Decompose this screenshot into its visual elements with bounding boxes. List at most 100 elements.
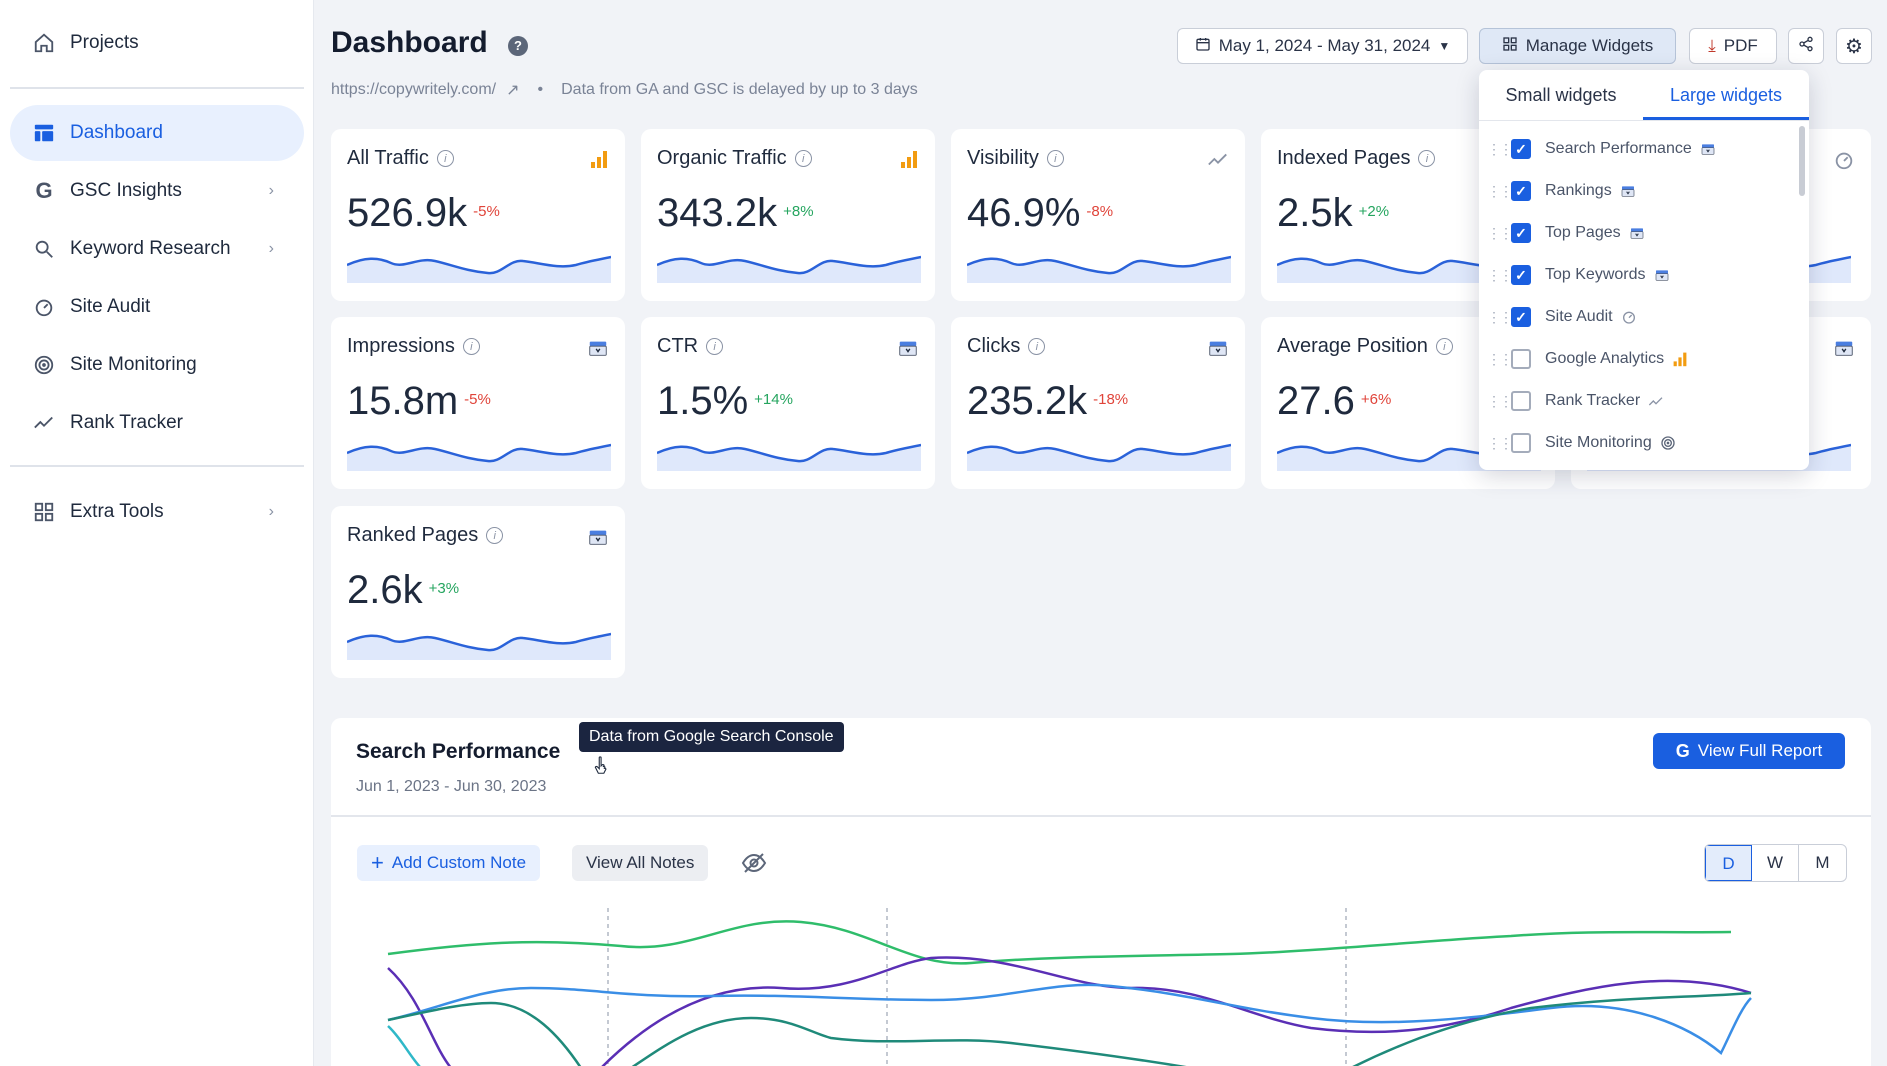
widget-delta: -5% bbox=[473, 203, 500, 220]
sidebar-item-rank-tracker[interactable]: Rank Tracker bbox=[10, 395, 304, 451]
gear-icon: ⚙ bbox=[1845, 35, 1863, 58]
sidebar-item-gsc-insights[interactable]: G GSC Insights › bbox=[10, 163, 304, 219]
widget-option[interactable]: ⋮⋮ Site Monitoring bbox=[1487, 422, 1676, 464]
info-icon[interactable]: i bbox=[706, 338, 724, 355]
sidebar-item-site-audit[interactable]: Site Audit bbox=[10, 279, 304, 335]
sidebar-item-extra-tools[interactable]: Extra Tools › bbox=[10, 484, 304, 540]
tab-divider bbox=[1479, 120, 1809, 121]
search-performance-panel: Search Performance Jun 1, 2023 - Jun 30,… bbox=[331, 718, 1871, 1066]
widget-option[interactable]: ⋮⋮ Rank Tracker bbox=[1487, 380, 1664, 422]
pdf-label: PDF bbox=[1723, 36, 1758, 55]
granularity-month[interactable]: M bbox=[1815, 853, 1830, 872]
info-icon[interactable]: i bbox=[436, 150, 454, 167]
sidebar-item-label: Dashboard bbox=[70, 122, 163, 143]
monitoring-icon bbox=[32, 353, 56, 377]
widget-option[interactable]: ⋮⋮ Google Analytics bbox=[1487, 338, 1688, 380]
scrollbar[interactable] bbox=[1799, 126, 1805, 196]
widget-checkbox[interactable]: ✓ bbox=[1511, 139, 1531, 159]
widget-option[interactable]: ⋮⋮ ✓ Rankings bbox=[1487, 170, 1636, 212]
sidebar-item-label: GSC Insights bbox=[70, 180, 182, 201]
drag-handle-icon[interactable]: ⋮⋮ bbox=[1487, 266, 1513, 283]
widget-checkbox[interactable] bbox=[1511, 349, 1531, 369]
widget-option[interactable]: ⋮⋮ ✓ Site Audit bbox=[1487, 296, 1637, 338]
search-console-icon bbox=[1620, 183, 1636, 199]
widget-title-text: Indexed Pages bbox=[1277, 147, 1411, 169]
widget-card[interactable]: Impressions i 15.8m -5% bbox=[331, 317, 625, 489]
widget-value-text: 2.6k bbox=[347, 568, 423, 612]
drag-handle-icon[interactable]: ⋮⋮ bbox=[1487, 392, 1513, 409]
widget-delta: +8% bbox=[783, 203, 814, 220]
sidebar-item-label: Rank Tracker bbox=[70, 412, 183, 433]
manage-widgets-button[interactable]: Manage Widgets bbox=[1479, 28, 1676, 64]
view-all-notes-button[interactable]: View All Notes bbox=[572, 845, 709, 881]
granularity-week[interactable]: W bbox=[1752, 845, 1799, 881]
site-url-link[interactable]: https://copywritely.com/ bbox=[331, 81, 497, 98]
widget-option-label: Site Audit bbox=[1545, 308, 1613, 325]
widget-card[interactable]: CTR i 1.5% +14% bbox=[641, 317, 935, 489]
drag-handle-icon[interactable]: ⋮⋮ bbox=[1487, 140, 1513, 157]
drag-handle-icon[interactable]: ⋮⋮ bbox=[1487, 350, 1513, 367]
drag-handle-icon[interactable]: ⋮⋮ bbox=[1487, 434, 1513, 451]
widget-checkbox[interactable]: ✓ bbox=[1511, 223, 1531, 243]
widget-value: 526.9k -5% bbox=[347, 191, 500, 236]
drag-handle-icon[interactable]: ⋮⋮ bbox=[1487, 182, 1513, 199]
widget-delta: +14% bbox=[754, 391, 793, 408]
sparkline bbox=[347, 632, 611, 660]
view-notes-label: View All Notes bbox=[586, 853, 695, 872]
widget-option[interactable]: ⋮⋮ ✓ Top Pages bbox=[1487, 212, 1645, 254]
widget-checkbox[interactable] bbox=[1511, 433, 1531, 453]
share-button[interactable] bbox=[1788, 28, 1824, 64]
add-custom-note-button[interactable]: + Add Custom Note bbox=[357, 845, 541, 881]
widget-card[interactable]: All Traffic i 526.9k -5% bbox=[331, 129, 625, 301]
widget-card[interactable]: Clicks i 235.2k -18% bbox=[951, 317, 1245, 489]
info-icon[interactable]: i bbox=[1418, 150, 1436, 167]
help-icon[interactable]: ? bbox=[508, 36, 528, 56]
widget-option[interactable]: ⋮⋮ ✓ Search Performance bbox=[1487, 128, 1716, 170]
sidebar-item-keyword-research[interactable]: Keyword Research › bbox=[10, 221, 304, 277]
external-link-icon[interactable]: ↗ bbox=[506, 82, 520, 99]
drag-handle-icon[interactable]: ⋮⋮ bbox=[1487, 308, 1513, 325]
sidebar-item-dashboard[interactable]: Dashboard bbox=[10, 105, 304, 161]
sidebar-item-site-monitoring[interactable]: Site Monitoring bbox=[10, 337, 304, 393]
sidebar-item-projects[interactable]: Projects bbox=[10, 15, 304, 71]
google-analytics-icon bbox=[899, 149, 919, 174]
widget-title-text: Average Position bbox=[1277, 335, 1428, 357]
widget-title-text: CTR bbox=[657, 335, 699, 357]
tools-grid-icon bbox=[32, 500, 56, 524]
google-analytics-icon bbox=[1672, 351, 1688, 367]
gsc-data-icon[interactable] bbox=[591, 754, 613, 781]
widget-value: 235.2k -18% bbox=[967, 379, 1128, 424]
drag-handle-icon[interactable]: ⋮⋮ bbox=[1487, 224, 1513, 241]
view-full-report-button[interactable]: G View Full Report bbox=[1653, 733, 1845, 769]
widget-checkbox[interactable]: ✓ bbox=[1511, 265, 1531, 285]
tab-large-widgets[interactable]: Large widgets bbox=[1643, 70, 1809, 120]
widget-value-text: 343.2k bbox=[657, 191, 778, 235]
date-range-picker[interactable]: May 1, 2024 - May 31, 2024 ▼ bbox=[1177, 28, 1468, 64]
sidebar-item-label: Site Monitoring bbox=[70, 354, 197, 375]
settings-button[interactable]: ⚙ bbox=[1836, 28, 1872, 64]
chevron-right-icon: › bbox=[268, 240, 274, 257]
granularity-day[interactable]: D bbox=[1705, 845, 1752, 881]
widget-option[interactable]: ⋮⋮ ✓ Top Keywords bbox=[1487, 254, 1670, 296]
widget-checkbox[interactable]: ✓ bbox=[1511, 181, 1531, 201]
widget-value: 2.6k +3% bbox=[347, 568, 459, 613]
widget-value-text: 46.9% bbox=[967, 191, 1081, 235]
widget-card[interactable]: Ranked Pages i 2.6k +3% bbox=[331, 506, 625, 678]
info-icon[interactable]: i bbox=[794, 150, 812, 167]
pdf-button[interactable]: ⤓ PDF bbox=[1689, 28, 1777, 64]
widget-option-label: Rank Tracker bbox=[1545, 392, 1641, 409]
widget-card[interactable]: Visibility i 46.9% -8% bbox=[951, 129, 1245, 301]
widget-checkbox[interactable]: ✓ bbox=[1511, 307, 1531, 327]
info-icon[interactable]: i bbox=[1028, 338, 1046, 355]
info-icon[interactable]: i bbox=[486, 527, 504, 544]
info-icon[interactable]: i bbox=[1435, 338, 1453, 355]
info-icon[interactable]: i bbox=[462, 338, 480, 355]
widget-delta: -18% bbox=[1093, 391, 1129, 408]
widget-checkbox[interactable] bbox=[1511, 391, 1531, 411]
widget-card[interactable]: Organic Traffic i 343.2k +8% bbox=[641, 129, 935, 301]
widget-title: Indexed Pages i bbox=[1277, 147, 1436, 170]
info-icon[interactable]: i bbox=[1046, 150, 1064, 167]
hide-notes-icon[interactable] bbox=[741, 852, 767, 879]
divider bbox=[10, 87, 304, 89]
tab-small-widgets[interactable]: Small widgets bbox=[1505, 85, 1617, 105]
